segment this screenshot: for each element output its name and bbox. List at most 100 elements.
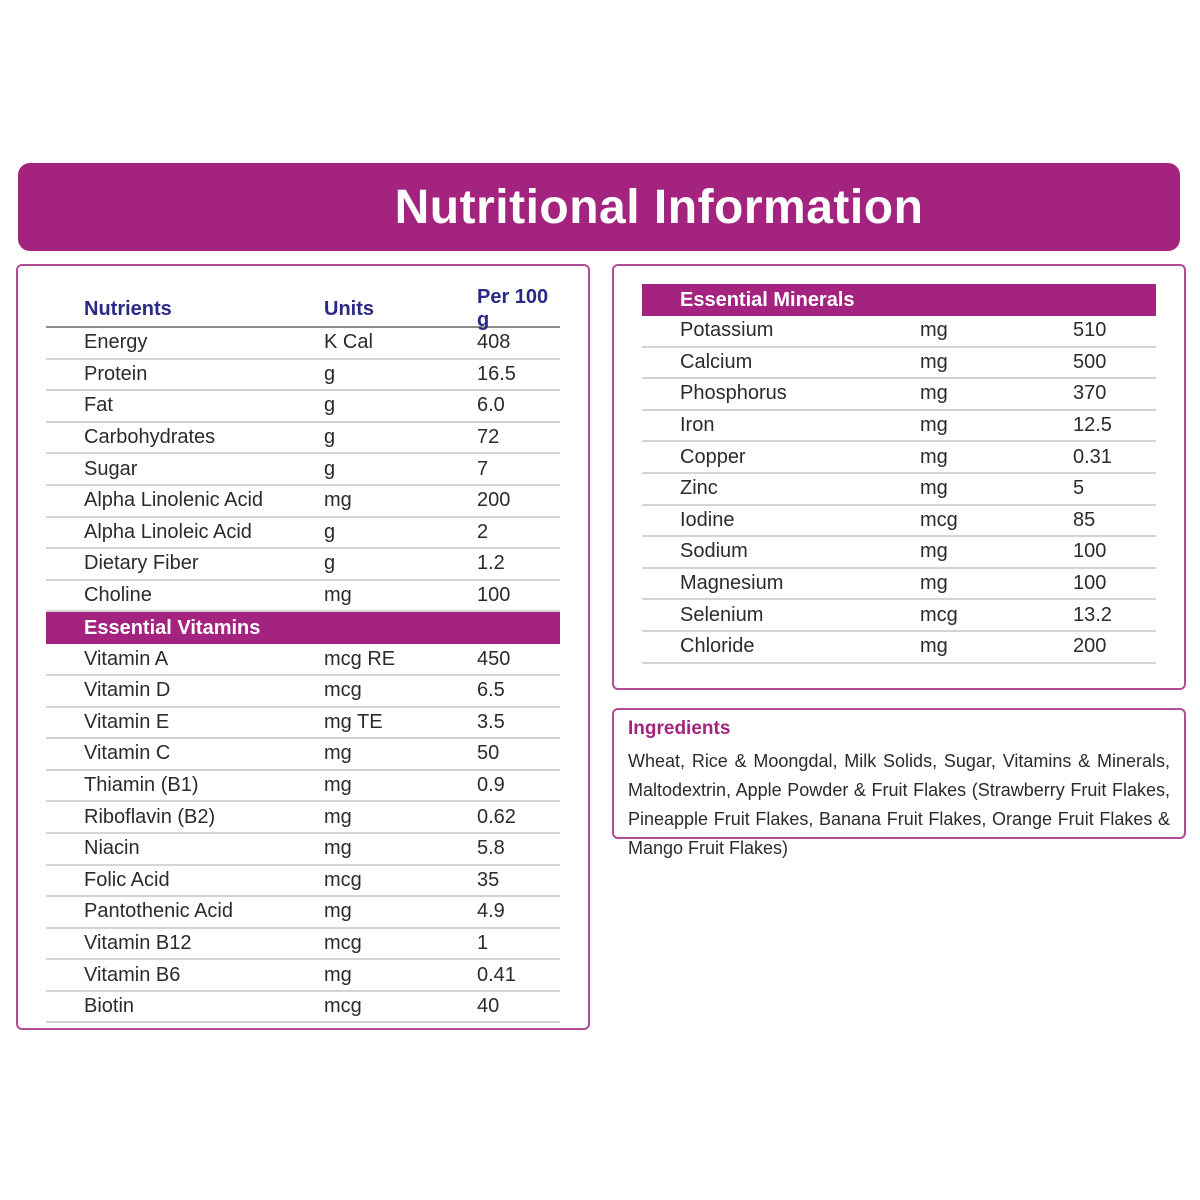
value: 0.41	[477, 963, 516, 986]
unit: mcg	[324, 679, 362, 702]
value: 100	[1073, 540, 1107, 563]
unit: mg	[324, 774, 352, 797]
page-title: Nutritional Information	[394, 180, 924, 234]
value: 4.9	[477, 900, 505, 923]
unit: mcg RE	[324, 647, 396, 670]
nutrient-rows: Energy K Cal 408 Protein g 16.5 Fat g 6.0 Carbohy…	[46, 328, 560, 613]
value: 72	[477, 426, 500, 449]
vitamin-row: Vitamin B12 mcg 1	[46, 929, 560, 961]
mineral-rows: Potassium mg 510 Calcium mg 500 Phosphorus mg 37…	[642, 316, 1156, 664]
nutrient-name: Alpha Linolenic Acid	[84, 489, 264, 512]
unit: mg	[920, 635, 948, 658]
header-per-100g: Per 100 g	[477, 286, 549, 331]
vitamin-row: Riboflavin (B2) mg 0.62	[46, 802, 560, 834]
nutrient-name: Riboflavin (B2)	[84, 805, 216, 828]
nutrient-row: Alpha Linolenic Acid mg 200	[46, 486, 560, 518]
nutrient-row: Sugar g 7	[46, 454, 560, 486]
value: 510	[1073, 319, 1107, 342]
nutrient-name: Copper	[680, 445, 746, 468]
vitamins-section-header: Essential Vitamins	[46, 612, 560, 645]
value: 3.5	[477, 710, 505, 733]
unit: mg	[324, 837, 352, 860]
value: 200	[477, 489, 511, 512]
header-units: Units	[324, 297, 374, 320]
ingredients-title: Ingredients	[628, 718, 731, 739]
nutrient-name: Fat	[84, 394, 113, 417]
unit: mg	[920, 319, 948, 342]
nutrient-row: Choline mg 100	[46, 581, 560, 613]
nutrient-name: Vitamin D	[84, 679, 171, 702]
mineral-row: Selenium mcg 13.2	[642, 600, 1156, 632]
nutrient-name: Potassium	[680, 319, 774, 342]
unit: K Cal	[324, 331, 373, 354]
value: 6.5	[477, 679, 505, 702]
nutrient-name: Iodine	[680, 508, 735, 531]
unit: mg	[324, 742, 352, 765]
nutrient-name: Iron	[680, 414, 715, 437]
unit: mcg	[324, 995, 362, 1018]
nutrient-row: Alpha Linoleic Acid g 2	[46, 518, 560, 550]
value: 2	[477, 520, 489, 543]
nutrient-name: Pantothenic Acid	[84, 900, 233, 923]
vitamin-row: Vitamin A mcg RE 450	[46, 644, 560, 676]
unit: mg	[324, 489, 352, 512]
unit: mcg	[324, 868, 362, 891]
nutrient-name: Magnesium	[680, 572, 784, 595]
nutrient-name: Vitamin C	[84, 742, 171, 765]
value: 200	[1073, 635, 1107, 658]
value: 0.9	[477, 774, 505, 797]
mineral-row: Iron mg 12.5	[642, 411, 1156, 443]
mineral-row: Chloride mg 200	[642, 632, 1156, 664]
value: 16.5	[477, 362, 516, 385]
value: 370	[1073, 382, 1107, 405]
value: 5	[1073, 477, 1085, 500]
unit: g	[324, 394, 336, 417]
unit: mg	[324, 584, 352, 607]
vitamin-row: Vitamin D mcg 6.5	[46, 676, 560, 708]
value: 450	[477, 647, 511, 670]
unit: g	[324, 426, 336, 449]
nutrient-name: Calcium	[680, 350, 753, 373]
nutrients-table: Nutrients Units Per 100 g Energy K Cal 408…	[46, 286, 560, 1024]
unit: mg TE	[324, 710, 383, 733]
unit: mg	[920, 445, 948, 468]
ingredients-panel: Ingredients Wheat, Rice & Moongdal, Milk…	[612, 708, 1186, 858]
nutrient-name: Vitamin E	[84, 710, 170, 733]
unit: mg	[920, 572, 948, 595]
nutrients-header-row: Nutrients Units Per 100 g	[46, 286, 560, 331]
nutrient-name: Phosphorus	[680, 382, 787, 405]
value: 12.5	[1073, 414, 1112, 437]
value: 85	[1073, 508, 1096, 531]
nutrient-name: Thiamin (B1)	[84, 774, 199, 797]
mineral-row: Phosphorus mg 370	[642, 379, 1156, 411]
unit: mcg	[920, 603, 958, 626]
nutrient-name: Sugar	[84, 457, 138, 480]
nutrient-name: Choline	[84, 584, 152, 607]
vitamin-row: Niacin mg 5.8	[46, 834, 560, 866]
value: 408	[477, 331, 511, 354]
header-nutrients: Nutrients	[84, 297, 172, 320]
minerals-panel: Essential Minerals Potassium mg 510 Calcium…	[612, 264, 1186, 690]
value: 35	[477, 868, 500, 891]
nutrients-panel: Nutrients Units Per 100 g Energy K Cal 408…	[16, 264, 590, 1030]
vitamin-row: Pantothenic Acid mg 4.9	[46, 897, 560, 929]
mineral-row: Potassium mg 510	[642, 316, 1156, 348]
nutrient-name: Vitamin B6	[84, 963, 181, 986]
mineral-row: Copper mg 0.31	[642, 442, 1156, 474]
unit: g	[324, 520, 336, 543]
nutrient-name: Protein	[84, 362, 148, 385]
value: 100	[1073, 572, 1107, 595]
value: 40	[477, 995, 500, 1018]
minerals-section-header: Essential Minerals	[642, 284, 1156, 316]
minerals-table: Essential Minerals Potassium mg 510 Calcium…	[642, 284, 1156, 664]
nutrient-name: Vitamin B12	[84, 931, 192, 954]
nutrient-row: Protein g 16.5	[46, 360, 560, 392]
mineral-row: Zinc mg 5	[642, 474, 1156, 506]
vitamin-row: Vitamin E mg TE 3.5	[46, 708, 560, 740]
nutrient-row: Energy K Cal 408	[46, 328, 560, 360]
vitamin-row: Vitamin B6 mg 0.41	[46, 960, 560, 992]
nutrient-name: Niacin	[84, 837, 140, 860]
value: 13.2	[1073, 603, 1112, 626]
unit: mcg	[920, 508, 958, 531]
